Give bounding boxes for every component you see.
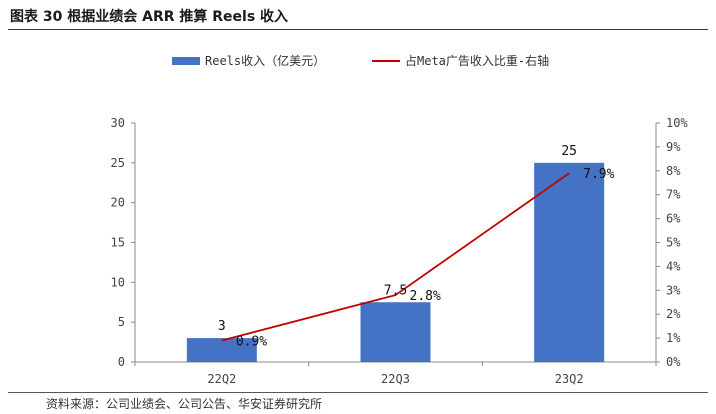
legend: Reels收入（亿美元） 占Meta广告收入比重-右轴 — [172, 53, 549, 68]
bar — [360, 302, 431, 362]
legend-label-bar: Reels收入（亿美元） — [205, 53, 325, 68]
right-tick-label: 2% — [666, 307, 681, 321]
left-tick-label: 5 — [118, 315, 125, 329]
left-tick-label: 10 — [111, 275, 125, 289]
right-tick-label: 7% — [666, 188, 681, 202]
legend-label-line: 占Meta广告收入比重-右轴 — [405, 53, 549, 68]
line-series — [221, 172, 570, 342]
legend-swatch-bar — [172, 57, 200, 65]
ratio-value-label: 7.9% — [583, 167, 614, 182]
left-tick-label: 20 — [111, 196, 125, 210]
title-rule — [8, 29, 708, 30]
data-labels: 3 7.5 25 0.9% 2.8% 7.9% — [218, 144, 615, 350]
right-tick-label: 6% — [666, 212, 681, 226]
bar — [534, 162, 605, 362]
source-note: 资料来源：公司业绩会、公司公告、华安证券研究所 — [46, 397, 323, 411]
left-tick-label: 15 — [111, 236, 125, 250]
right-tick-label: 5% — [666, 236, 681, 250]
right-tick-label: 0% — [666, 355, 681, 369]
ratio-value-label: 0.9% — [236, 334, 267, 349]
right-tick-label: 3% — [666, 283, 681, 297]
right-tick-label: 4% — [666, 259, 681, 273]
bar-series — [186, 162, 605, 362]
figure-title: 图表 30 根据业绩会 ARR 推算 Reels 收入 — [10, 9, 289, 25]
left-tick-label: 0 — [118, 355, 125, 369]
right-tick-label: 1% — [666, 331, 681, 345]
left-tick-label: 25 — [111, 156, 125, 170]
bar — [186, 338, 257, 362]
bar-value-label: 7.5 — [384, 283, 407, 298]
right-tick-label: 8% — [666, 164, 681, 178]
x-tick-label: 23Q2 — [555, 372, 584, 386]
right-tick-label: 9% — [666, 140, 681, 154]
source-rule — [8, 392, 708, 393]
x-tick-label: 22Q3 — [381, 372, 410, 386]
bar-value-label: 25 — [561, 144, 577, 159]
x-tick-label: 22Q2 — [207, 372, 236, 386]
ratio-value-label: 2.8% — [410, 289, 441, 304]
right-tick-label: 10% — [666, 116, 688, 130]
left-tick-label: 30 — [111, 116, 125, 130]
bar-value-label: 3 — [218, 319, 226, 334]
